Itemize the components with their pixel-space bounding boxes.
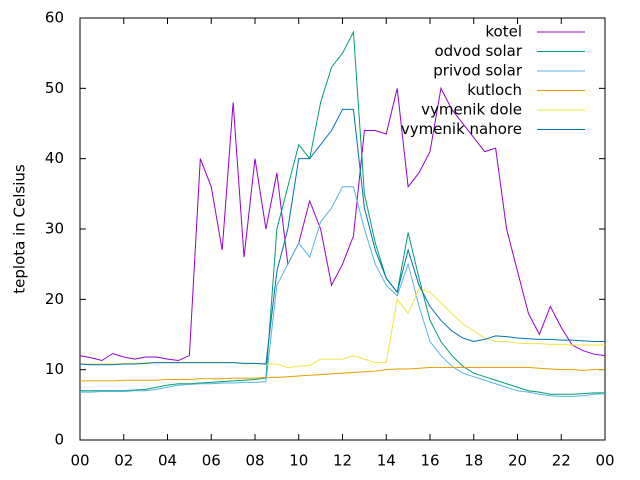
x-tick-label: 16: [420, 452, 439, 470]
y-tick-label: 10: [45, 360, 64, 378]
y-axis-label: teplota in Celsius: [11, 164, 29, 294]
x-tick-label: 10: [289, 452, 308, 470]
legend-label: odvod solar: [434, 42, 522, 60]
x-tick-label: 18: [464, 452, 483, 470]
x-tick-label: 14: [377, 452, 396, 470]
y-tick-label: 30: [45, 220, 64, 238]
legend-label: privod solar: [433, 62, 523, 80]
legend-label: vymenik dole: [421, 101, 522, 119]
legend-label: kutloch: [467, 81, 522, 99]
series-line: [80, 30, 605, 395]
series-line: [79, 86, 606, 362]
series-line: [80, 186, 606, 397]
x-tick-label: 00: [70, 452, 89, 470]
y-tick-label: 50: [45, 79, 64, 97]
x-tick-label: 02: [114, 452, 133, 470]
x-tick-label: 04: [158, 452, 177, 470]
x-tick-label: 22: [552, 452, 571, 470]
series-line: [79, 108, 605, 366]
y-tick-label: 0: [54, 431, 64, 449]
y-tick-label: 60: [45, 9, 64, 27]
x-tick-label: 08: [245, 452, 264, 470]
series-line: [80, 288, 605, 369]
series-line: [80, 367, 605, 382]
x-tick-label: 00: [595, 452, 614, 470]
y-tick-label: 40: [45, 149, 64, 167]
x-tick-label: 12: [333, 452, 352, 470]
plot-border: [79, 17, 606, 441]
x-tick-label: 20: [508, 452, 527, 470]
x-tick-label: 06: [202, 452, 221, 470]
legend-label: kotel: [485, 23, 522, 41]
legend-label: vymenik nahore: [401, 120, 522, 138]
y-tick-label: 20: [45, 290, 64, 308]
